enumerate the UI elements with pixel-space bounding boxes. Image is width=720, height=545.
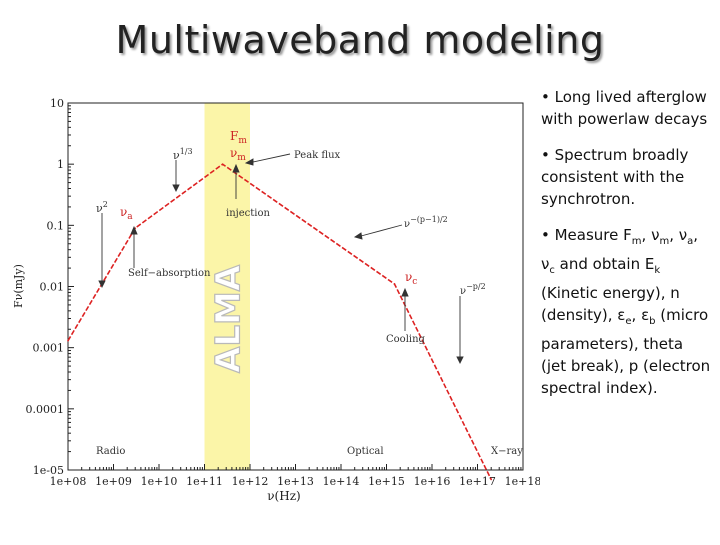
arrowhead-nu13 xyxy=(172,184,180,193)
chart-svg: ALMA 1e+08 1e+09 1e+10 1e+11 1e+12 1e+13 1e+14… xyxy=(12,97,541,503)
bullet-measure: • Measure Fm, νm, νa, νc and obtain Ek (… xyxy=(541,226,711,397)
annotation-arrows xyxy=(98,153,464,365)
slide-title: Multiwaveband modeling xyxy=(115,18,605,62)
label-nu-a: νa xyxy=(120,205,133,222)
label-nu2: ν2 xyxy=(96,200,108,215)
x-tick-label: 1e+14 xyxy=(323,475,360,488)
label-optical: Optical xyxy=(347,446,384,457)
x-tick-label: 1e+13 xyxy=(277,475,314,488)
y-tick-label: 1 xyxy=(57,158,64,171)
bullet-list: • Long lived afterglow with powerlaw dec… xyxy=(541,86,711,413)
arrowhead-peak-flux xyxy=(244,158,254,166)
arrowhead-nup2 xyxy=(456,356,464,365)
x-tick-label: 1e+18 xyxy=(505,475,540,488)
label-nu13: ν1/3 xyxy=(173,147,193,162)
spectrum-point xyxy=(393,283,396,285)
y-tick-label: 1e-05 xyxy=(33,464,64,477)
arrowhead-self-absorption xyxy=(130,225,138,235)
spectrum-curve xyxy=(67,163,492,481)
y-tick-label: 0.01 xyxy=(40,281,65,294)
label-nu-m: νm xyxy=(230,146,246,163)
x-tick-label: 1e+16 xyxy=(414,475,451,488)
spectrum-chart: ALMA 1e+08 1e+09 1e+10 1e+11 1e+12 1e+13 1e+14… xyxy=(0,88,541,540)
x-tick-label: 1e+10 xyxy=(141,475,178,488)
arrowhead-nup1 xyxy=(353,232,363,240)
alma-band-label: ALMA xyxy=(208,264,248,373)
y-tick-label: 0.0001 xyxy=(26,403,65,416)
bullet-spectrum: • Spectrum broadly consistent with the s… xyxy=(541,146,689,208)
arrowhead-cooling xyxy=(401,287,409,297)
y-tick-label: 0.001 xyxy=(33,342,65,355)
label-xray: X−ray xyxy=(491,446,523,457)
label-injection: injection xyxy=(226,208,270,219)
arrowhead-nu2 xyxy=(98,280,106,289)
y-axis-title: Fν(mJy) xyxy=(12,264,25,308)
spectrum-point xyxy=(221,163,224,165)
label-self-absorption: Self−absorption xyxy=(128,268,211,279)
label-radio: Radio xyxy=(96,446,125,457)
x-tick-label: 1e+11 xyxy=(186,475,223,488)
x-tick-label: 1e+09 xyxy=(95,475,132,488)
bullet-afterglow: • Long lived afterglow with powerlaw dec… xyxy=(541,88,708,128)
spectrum-point xyxy=(490,478,492,481)
x-tick-label: 1e+17 xyxy=(459,475,496,488)
x-tick-label: 1e+15 xyxy=(368,475,405,488)
label-peak-flux: Peak flux xyxy=(294,150,341,161)
alma-band xyxy=(204,103,250,470)
label-nup2: ν−p/2 xyxy=(460,282,486,297)
y-tick-label: 10 xyxy=(50,97,64,110)
y-axis-ticks: 1e-05 0.0001 0.001 0.01 0.1 1 10 xyxy=(26,97,74,477)
x-tick-label: 1e+12 xyxy=(232,475,269,488)
y-tick-label: 0.1 xyxy=(47,219,65,232)
x-axis-title: ν(Hz) xyxy=(267,489,300,503)
arrow-nup1 xyxy=(360,224,403,237)
arrowhead-injection xyxy=(232,163,240,173)
label-cooling: Cooling xyxy=(386,334,426,345)
x-tick-label: 1e+08 xyxy=(50,475,87,488)
label-nu-c: νc xyxy=(405,270,417,287)
spectrum-point xyxy=(67,339,69,342)
label-nup1: ν−(p−1)/2 xyxy=(404,215,448,230)
x-axis-ticks: 1e+08 1e+09 1e+10 1e+11 1e+12 1e+13 1e+14 1e+15… xyxy=(50,464,541,488)
arrow-peak-flux xyxy=(252,153,291,163)
label-Fm: Fm xyxy=(230,129,247,146)
